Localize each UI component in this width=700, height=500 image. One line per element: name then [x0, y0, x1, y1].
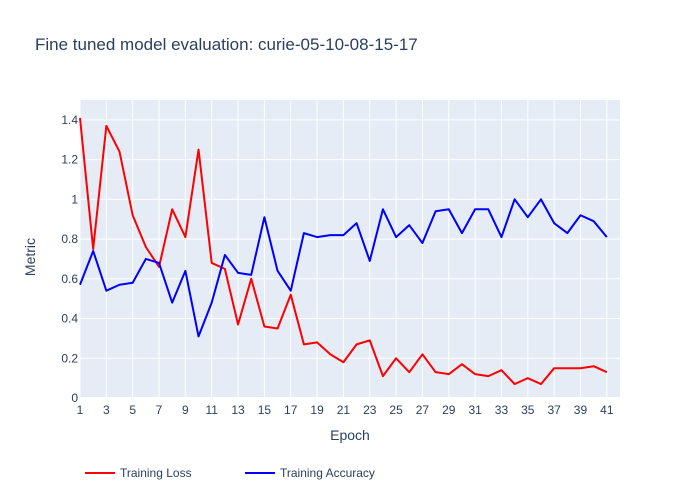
- x-tick-label: 35: [521, 403, 535, 417]
- y-axis-ticks: 0 0.2 0.4 0.6 0.8 1 1.2 1.4: [61, 113, 78, 405]
- x-tick-label: 33: [495, 403, 509, 417]
- x-tick-label: 29: [442, 403, 456, 417]
- y-tick-label: 0.4: [61, 312, 78, 326]
- y-tick-label: 1: [71, 192, 78, 206]
- x-tick-label: 15: [258, 403, 272, 417]
- series-lines: [79, 117, 608, 386]
- x-tick-label: 31: [468, 403, 482, 417]
- x-tick-label: 13: [231, 403, 245, 417]
- y-tick-label: 1.2: [61, 153, 78, 167]
- series-line-training-loss[interactable]: [79, 117, 608, 386]
- x-tick-label: 7: [156, 403, 163, 417]
- x-tick-label: 27: [416, 403, 430, 417]
- chart-title: Fine tuned model evaluation: curie-05-10…: [35, 35, 418, 54]
- x-tick-label: 37: [547, 403, 561, 417]
- legend-item-training-loss[interactable]: Training Loss: [85, 466, 192, 480]
- x-tick-label: 9: [182, 403, 189, 417]
- x-tick-label: 5: [129, 403, 136, 417]
- x-axis-title: Epoch: [330, 427, 370, 443]
- x-tick-label: 11: [205, 403, 218, 417]
- y-tick-label: 0: [71, 391, 78, 405]
- x-tick-label: 17: [284, 403, 298, 417]
- series-line-training-accuracy[interactable]: [79, 198, 608, 338]
- y-tick-label: 0.2: [61, 351, 78, 365]
- y-tick-label: 0.8: [61, 232, 78, 246]
- y-tick-label: 0.6: [61, 272, 78, 286]
- gridlines: [79, 100, 620, 399]
- x-tick-label: 1: [77, 403, 84, 417]
- x-tick-label: 39: [574, 403, 588, 417]
- y-tick-label: 1.4: [61, 113, 78, 127]
- x-tick-label: 25: [389, 403, 403, 417]
- x-tick-label: 41: [600, 403, 614, 417]
- plot-area: [80, 100, 620, 398]
- x-axis-ticks: 1 3 5 7 9 11 13 15 17 19 21 23 25 27 29 31 33 35 37 39 41: [77, 403, 614, 417]
- legend-label: Training Loss: [120, 466, 192, 480]
- x-tick-label: 3: [103, 403, 110, 417]
- legend-item-training-accuracy[interactable]: Training Accuracy: [245, 466, 375, 480]
- y-axis-title: Metric: [22, 238, 38, 276]
- legend-label: Training Accuracy: [280, 466, 375, 480]
- legend[interactable]: Training Loss Training Accuracy: [85, 466, 375, 480]
- x-tick-label: 19: [310, 403, 324, 417]
- x-tick-label: 23: [363, 403, 377, 417]
- x-tick-label: 21: [337, 403, 351, 417]
